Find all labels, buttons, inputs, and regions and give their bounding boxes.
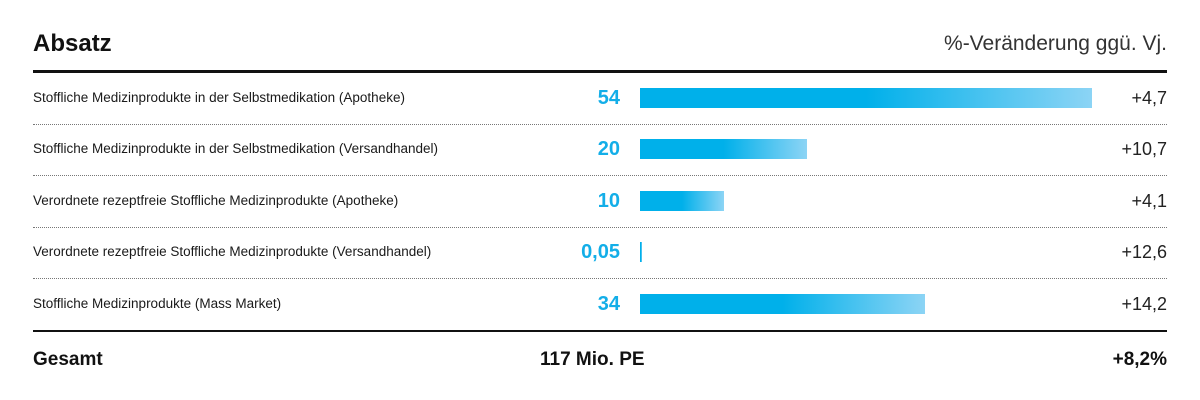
row-separator (33, 226, 1167, 228)
row-change: +10,7 (1121, 139, 1167, 160)
top-rule (33, 70, 1167, 73)
total-change: +8,2% (1112, 349, 1167, 370)
bar (640, 190, 724, 211)
chart-subtitle: %-Veränderung ggü. Vj. (944, 32, 1167, 55)
bar (640, 242, 642, 263)
row-change: +12,6 (1121, 242, 1167, 263)
row-separator (33, 175, 1167, 176)
row-change: +4,1 (1131, 190, 1167, 211)
bar (640, 87, 1092, 108)
bottom-rule (33, 330, 1167, 332)
total-label: Gesamt (33, 349, 103, 370)
row-label: Stoffliche Medizinprodukte (Mass Market) (33, 295, 282, 311)
row-change: +14,2 (1121, 293, 1167, 314)
bar (640, 139, 808, 160)
row-value: 0,05 (581, 241, 620, 264)
row-value: 20 (597, 138, 620, 161)
row-label: Stoffliche Medizinprodukte in der Selbst… (33, 141, 438, 157)
total-value: 117 Mio. PE (540, 349, 645, 370)
row-value: 54 (597, 86, 620, 109)
row-value: 10 (597, 189, 620, 212)
row-label: Stoffliche Medizinprodukte in der Selbst… (33, 89, 405, 105)
bar (640, 293, 925, 314)
row-separator (33, 278, 1167, 279)
row-value: 34 (597, 292, 620, 315)
row-label: Verordnete rezeptfreie Stoffliche Medizi… (33, 244, 432, 260)
row-change: +4,7 (1131, 87, 1167, 108)
row-label: Verordnete rezeptfreie Stoffliche Medizi… (33, 192, 399, 208)
row-separator (33, 123, 1167, 125)
chart-title: Absatz (33, 30, 112, 57)
